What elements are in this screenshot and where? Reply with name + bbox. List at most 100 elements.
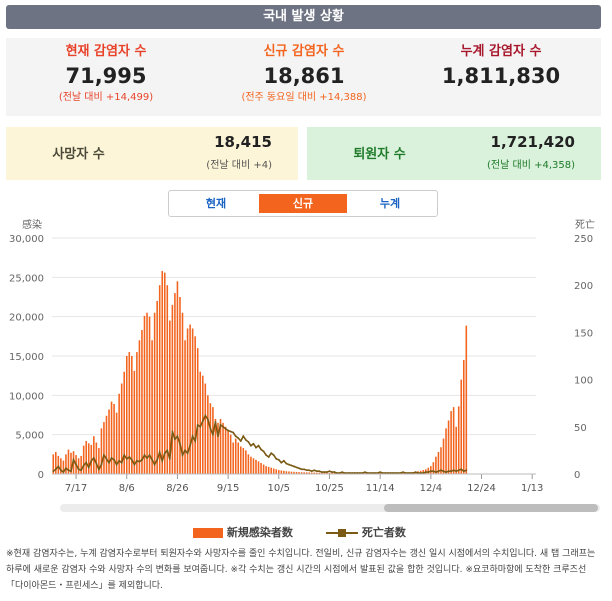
death-point <box>310 470 313 473</box>
x-tick-label: 12/4 <box>420 483 442 494</box>
death-point <box>267 456 270 458</box>
bar <box>184 340 186 474</box>
bar <box>62 460 65 474</box>
total-infected-value: 1,811,830 <box>441 64 561 88</box>
death-point <box>90 459 93 462</box>
bar <box>141 330 143 474</box>
death-point <box>174 438 176 440</box>
x-tick-label: 12/24 <box>467 483 496 494</box>
bar <box>217 422 219 474</box>
death-point <box>103 454 105 457</box>
death-point <box>303 468 306 471</box>
bar <box>298 472 300 474</box>
death-point <box>125 457 128 460</box>
death-point <box>59 469 62 472</box>
death-point <box>184 449 186 452</box>
x-tick-label: 9/15 <box>217 483 239 494</box>
tab-new[interactable]: 신규 <box>259 194 347 213</box>
bar <box>280 470 283 474</box>
bar <box>437 451 440 474</box>
tab-total[interactable]: 누계 <box>379 197 401 210</box>
bar <box>212 407 214 474</box>
bar <box>196 348 199 474</box>
death-point <box>424 471 427 474</box>
death-point <box>305 469 308 472</box>
y-left-tick-label: 15,000 <box>9 352 44 363</box>
bar <box>300 472 303 474</box>
bar <box>455 426 457 474</box>
legend-bars-label: 新規感染者数 <box>226 526 293 539</box>
death-point <box>364 471 366 474</box>
death-point <box>442 470 445 473</box>
bar <box>161 271 164 474</box>
death-point <box>255 446 257 449</box>
death-point <box>161 459 164 462</box>
death-point <box>435 471 437 474</box>
current-infected-stat: 현재 감염자 수 71,995 (전날 대비 +14,499) <box>6 42 206 106</box>
death-point <box>133 463 136 466</box>
footnote: ※현재 감염자수는, 누계 감염자수로부터 퇴원자수와 사망자수를 줄인 수치입… <box>6 549 596 591</box>
death-point <box>288 463 290 466</box>
bar <box>153 312 156 474</box>
death-point <box>252 442 255 445</box>
death-point <box>282 459 285 462</box>
death-point <box>199 425 202 428</box>
bar <box>207 395 209 474</box>
death-point <box>427 471 430 474</box>
death-point <box>320 471 323 474</box>
bar <box>265 466 267 474</box>
bar <box>52 454 55 474</box>
bar <box>328 472 331 474</box>
death-point <box>151 458 153 461</box>
scrollbar-thumb[interactable] <box>384 504 598 512</box>
x-tick-label: 8/6 <box>119 483 135 494</box>
death-point <box>250 444 252 447</box>
tab-current[interactable]: 현재 <box>205 197 227 210</box>
bar <box>227 430 229 474</box>
bar <box>257 461 260 474</box>
bar <box>95 442 98 474</box>
bar <box>270 467 272 474</box>
bar <box>318 472 321 474</box>
death-point <box>323 471 326 474</box>
death-point <box>120 461 123 464</box>
death-point <box>298 467 300 470</box>
death-point <box>455 470 458 473</box>
bar <box>293 471 295 474</box>
death-point <box>62 471 65 474</box>
x-tick-label: 11/14 <box>366 483 395 494</box>
recovered-label: 퇴원자 수 <box>353 147 406 162</box>
bar <box>432 462 435 474</box>
y-left-tick-label: 10,000 <box>9 391 44 402</box>
bar <box>67 449 70 474</box>
bar <box>80 455 82 474</box>
x-tick-label: 10/25 <box>315 483 344 494</box>
bar <box>194 336 196 474</box>
y-right-tick-label: 200 <box>574 281 593 292</box>
bar <box>450 411 452 474</box>
bar <box>224 426 227 474</box>
death-point <box>209 427 212 430</box>
y-left-tick-label: 0 <box>38 470 44 481</box>
bar <box>326 472 328 474</box>
bar <box>123 371 126 474</box>
bar <box>204 383 207 474</box>
bar <box>181 312 184 474</box>
bar <box>219 418 222 474</box>
death-point <box>234 435 237 438</box>
bar <box>169 320 171 474</box>
bar <box>237 442 240 474</box>
bar <box>189 324 191 474</box>
death-point <box>313 469 316 472</box>
bar <box>151 340 153 474</box>
death-point <box>163 452 166 455</box>
death-point <box>181 454 184 457</box>
bar <box>422 470 425 474</box>
bar <box>60 458 62 474</box>
bar <box>229 434 232 474</box>
death-point <box>257 444 260 447</box>
y-right-tick-label: 0 <box>574 470 580 481</box>
bar <box>232 442 234 474</box>
bar <box>110 401 113 474</box>
bar <box>82 445 85 474</box>
